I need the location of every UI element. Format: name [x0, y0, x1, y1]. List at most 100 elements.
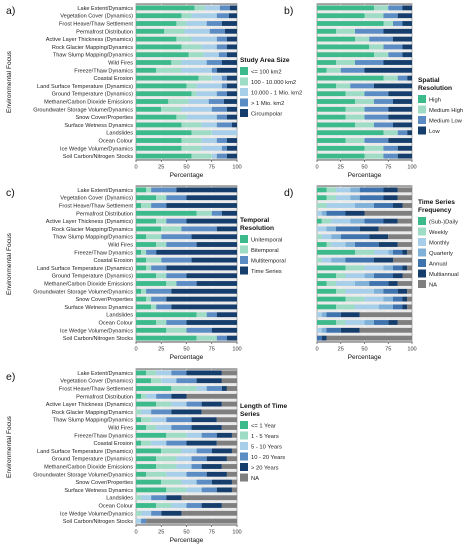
- bar-segment-e: [221, 370, 237, 376]
- bar-segment-d: [326, 281, 336, 286]
- bar-segment-c: [196, 281, 237, 286]
- bar-segment-a: [219, 5, 230, 11]
- bar-segment-c: [136, 312, 197, 318]
- bar-segment-a: [226, 114, 237, 120]
- legend-swatch: [240, 88, 248, 96]
- bar-segment-b: [397, 75, 408, 81]
- bar-segment-a: [191, 13, 217, 19]
- bar-segment-b: [388, 52, 403, 58]
- bar-segment-d: [321, 335, 327, 341]
- bar-segment-d: [336, 187, 351, 193]
- bar-segment-d: [383, 195, 398, 201]
- category-label: Permafrost Distribution: [76, 29, 133, 35]
- legend-label: <= 1 Year: [251, 423, 276, 429]
- legend-swatch: [240, 256, 248, 264]
- bar-segment-d: [350, 218, 365, 224]
- bar-segment-e: [156, 456, 177, 462]
- category-label: Thaw Slump Mapping/Dynamics: [53, 235, 133, 241]
- bar-segment-e: [146, 393, 157, 399]
- bar-segment-a: [198, 75, 212, 81]
- bar-segment-d: [388, 234, 412, 240]
- legend-title: Resolution: [240, 225, 274, 232]
- x-tick-label: 50: [361, 165, 367, 171]
- bar-segment-b: [383, 145, 398, 151]
- bar-segment-a: [136, 99, 169, 104]
- bar-segment-d: [345, 296, 365, 302]
- category-label: Lake Extent/Dynamics: [77, 188, 133, 194]
- bar-segment-d: [397, 195, 412, 201]
- bar-segment-c: [146, 265, 152, 271]
- bar-segment-c: [196, 210, 212, 216]
- category-label: Vegetation Cover (Dynamics): [60, 14, 133, 20]
- bar-segment-a: [194, 5, 205, 11]
- bar-segment-e: [166, 471, 187, 477]
- bar-segment-c: [136, 249, 142, 255]
- bar-segment-a: [216, 122, 232, 128]
- category-label: Groundwater Storage Volume/Dynamics: [33, 107, 133, 113]
- bar-segment-b: [317, 145, 365, 151]
- bar-segment-c: [136, 288, 142, 294]
- bar-segment-a: [204, 5, 220, 11]
- bar-segment-e: [181, 495, 237, 501]
- bar-segment-d: [407, 304, 412, 310]
- bar-segment-a: [136, 153, 192, 159]
- bar-segment-c: [186, 218, 237, 224]
- bar-segment-c: [136, 281, 167, 286]
- bar-segment-a: [226, 75, 237, 81]
- x-tick-label: 75: [385, 165, 391, 171]
- bar-segment-e: [141, 518, 147, 524]
- legend-title: Time Series: [418, 199, 455, 206]
- bar-segment-b: [340, 67, 365, 73]
- bar-segment-c: [156, 304, 172, 310]
- bar-segment-e: [156, 464, 177, 469]
- bar-segment-e: [171, 401, 187, 407]
- bar-segment-d: [336, 226, 360, 232]
- bar-segment-d: [326, 195, 336, 201]
- bar-segment-d: [364, 218, 384, 224]
- legend-a: Study Area Size <= 100 km2 100 - 10.000 km…: [240, 57, 302, 117]
- bar-segment-a: [226, 52, 237, 58]
- bar-segment-e: [161, 510, 182, 516]
- bar-segment-e: [171, 393, 187, 399]
- category-label: Rock Glacier Mapping/Dynamics: [52, 45, 133, 51]
- bar-segment-d: [345, 273, 365, 279]
- bar-segment-a: [211, 75, 222, 81]
- bar-segment-a: [136, 106, 162, 112]
- bar-segment-b: [383, 13, 398, 19]
- bar-segment-e: [136, 417, 142, 423]
- x-tick-label: 100: [232, 530, 241, 536]
- bar-segment-d: [317, 195, 327, 201]
- bar-segment-e: [136, 393, 142, 399]
- bar-segment-d: [369, 234, 389, 240]
- bar-segment-d: [397, 281, 412, 286]
- legend-label: NA: [429, 282, 437, 288]
- legend-label: Multitemporal: [251, 258, 286, 264]
- category-label: Ocean Colour: [98, 504, 133, 510]
- bar-segment-a: [221, 21, 237, 26]
- bar-segment-a: [191, 91, 197, 97]
- bar-segment-d: [317, 218, 322, 224]
- bar-segment-d: [317, 335, 322, 341]
- bar-segment-e: [221, 378, 237, 384]
- bar-segment-b: [364, 13, 384, 19]
- legend-label: > 20 Years: [251, 465, 279, 471]
- category-label: Land Surface Temperature (Dynamics): [37, 266, 133, 272]
- bar-segment-a: [191, 153, 212, 159]
- bar-segment-b: [393, 122, 412, 128]
- category-label: Thaw Slump Mapping/Dynamics: [53, 53, 133, 59]
- bar-segment-b: [317, 5, 374, 11]
- bar-segment-e: [221, 503, 237, 508]
- bar-segment-d: [336, 195, 351, 201]
- legend-label: 1 - 5 Years: [251, 434, 279, 440]
- bar-segment-c: [141, 249, 147, 255]
- bar-segment-a: [176, 36, 192, 42]
- bar-segment-b: [383, 21, 393, 26]
- bar-segment-d: [331, 257, 346, 263]
- bar-segment-a: [216, 67, 237, 73]
- bar-segment-d: [402, 265, 408, 271]
- legend-swatch: [240, 109, 248, 117]
- bar-segment-a: [211, 153, 217, 159]
- bar-segment-b: [397, 153, 412, 159]
- legend-label: Medium High: [429, 108, 463, 114]
- bar-segment-d: [336, 304, 355, 310]
